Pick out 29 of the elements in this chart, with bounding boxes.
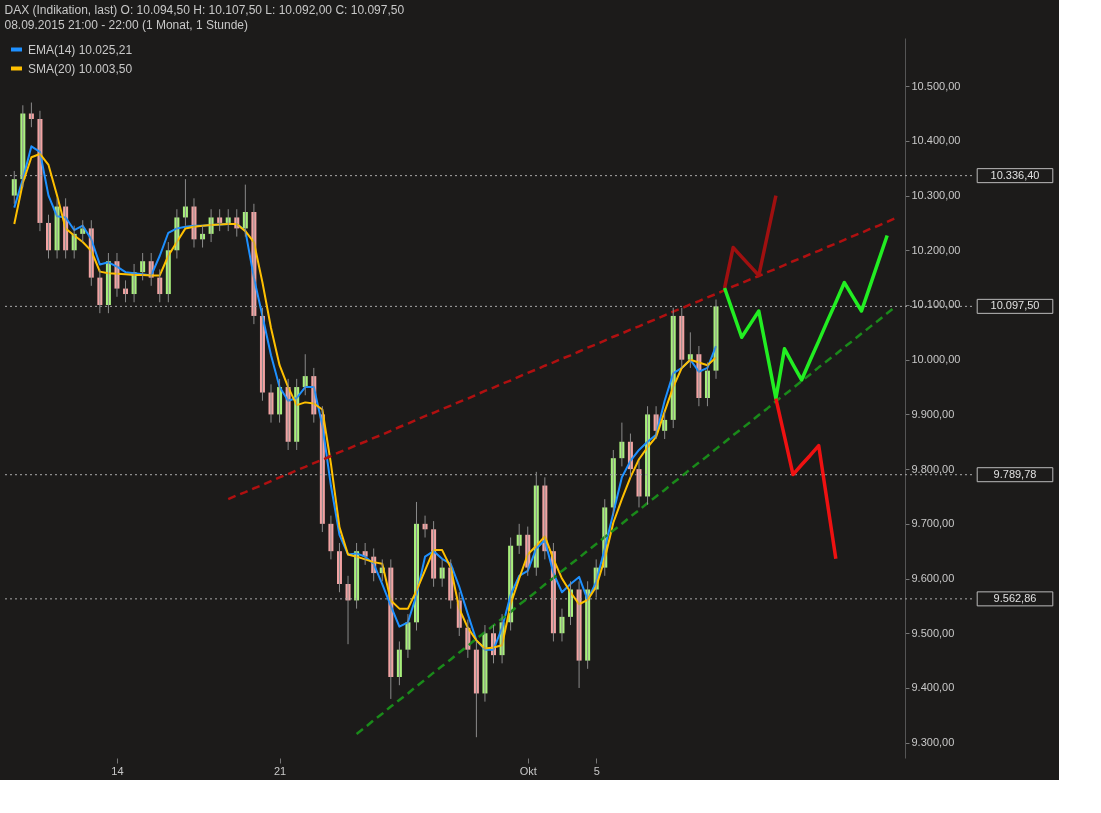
y-tick-label: 9.900,00 [911, 407, 955, 420]
y-tick-label: 9.600,00 [911, 572, 955, 585]
legend-label: EMA(14) 10.025,21 [28, 42, 133, 57]
x-tick-label: Okt [519, 764, 537, 777]
line-series [226, 216, 897, 501]
chart-title: DAX (Indikation, last) O: 10.094,50 H: 10.107,50 L: 10.092,00 C: 10.097,50 [4, 3, 405, 17]
x-tick-label: 5 [593, 764, 600, 777]
y-tick-label: 10.400,00 [911, 134, 961, 147]
ref-line-label: 10.336,40 [990, 168, 1040, 181]
y-tick-label: 10.500,00 [911, 79, 961, 92]
y-tick-label: 9.300,00 [911, 736, 955, 749]
ref-line-label: 9.562,86 [993, 591, 1037, 604]
chart-subtitle: 08.09.2015 21:00 - 22:00 (1 Monat, 1 Stunde) [4, 18, 249, 32]
y-tick-label: 10.000,00 [911, 353, 961, 366]
y-tick-label: 10.300,00 [911, 189, 961, 202]
x-tick-label: 14 [111, 764, 124, 777]
line-series [722, 193, 778, 290]
line-series [722, 233, 889, 401]
y-tick-label: 9.500,00 [911, 626, 955, 639]
legend-label: SMA(20) 10.003,50 [28, 61, 133, 76]
y-tick-label: 9.400,00 [911, 681, 955, 694]
y-tick-label: 9.700,00 [911, 517, 955, 530]
line-series [774, 396, 838, 561]
ref-line-label: 10.097,50 [990, 299, 1040, 312]
y-tick-label: 9.800,00 [911, 462, 955, 475]
y-tick-label: 10.100,00 [911, 298, 961, 311]
x-tick-label: 21 [273, 764, 287, 777]
ref-line-label: 9.789,78 [993, 467, 1037, 480]
y-tick-label: 10.200,00 [911, 243, 961, 256]
